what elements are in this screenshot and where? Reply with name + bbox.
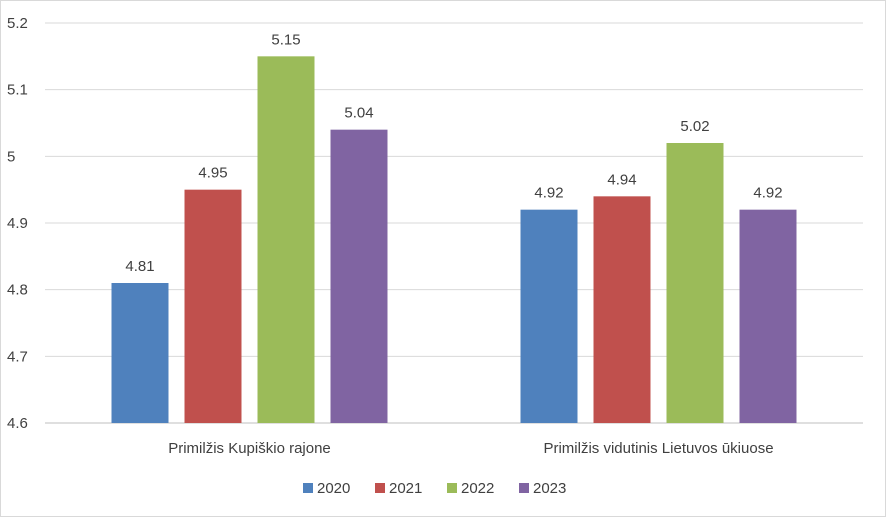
- bar-2021-2: [593, 196, 651, 423]
- y-tick-label: 4.9: [7, 215, 28, 232]
- bar-2020-2: [520, 209, 578, 423]
- bar-2023-1: [330, 129, 388, 423]
- bar-2021-1: [184, 189, 242, 423]
- bar-2022-2: [666, 143, 724, 423]
- y-axis-ticks: 4.6 4.7 4.8 4.9 5 5.1 5.2: [7, 15, 28, 432]
- y-tick-label: 5.1: [7, 82, 28, 99]
- legend-label-2022: 2022: [461, 480, 494, 497]
- bars: [111, 56, 797, 423]
- data-label: 4.81: [125, 258, 154, 275]
- data-label: 5.02: [680, 118, 709, 135]
- y-tick-label: 4.8: [7, 282, 28, 299]
- data-labels: 4.81 4.95 5.15 5.04 4.92 4.94 5.02 4.92: [125, 31, 782, 275]
- y-tick-label: 4.7: [7, 348, 28, 365]
- legend-label-2020: 2020: [317, 480, 350, 497]
- data-label: 4.92: [534, 185, 563, 202]
- legend-swatch-2023: [519, 483, 529, 493]
- bar-2023-2: [739, 209, 797, 423]
- legend-swatch-2021: [375, 483, 385, 493]
- x-axis-ticks: Primilžis Kupiškio rajone Primilžis vidut…: [168, 440, 773, 457]
- x-category-label: Primilžis Kupiškio rajone: [168, 440, 331, 457]
- bar-2020-1: [111, 283, 169, 423]
- data-label: 4.94: [607, 171, 636, 188]
- legend-swatch-2020: [303, 483, 313, 493]
- legend-label-2023: 2023: [533, 480, 566, 497]
- data-label: 5.15: [271, 31, 300, 48]
- y-tick-label: 4.6: [7, 415, 28, 432]
- data-label: 4.92: [753, 185, 782, 202]
- gridlines: [45, 22, 863, 424]
- y-tick-label: 5.2: [7, 15, 28, 32]
- data-label: 5.04: [344, 105, 373, 122]
- y-tick-label: 5: [7, 148, 15, 165]
- legend-label-2021: 2021: [389, 480, 422, 497]
- x-category-label: Primilžis vidutinis Lietuvos ūkiuose: [543, 440, 773, 457]
- legend-swatch-2022: [447, 483, 457, 493]
- legend: 2020 2021 2022 2023: [303, 480, 566, 497]
- bar-2022-1: [257, 56, 315, 423]
- data-label: 4.95: [198, 165, 227, 182]
